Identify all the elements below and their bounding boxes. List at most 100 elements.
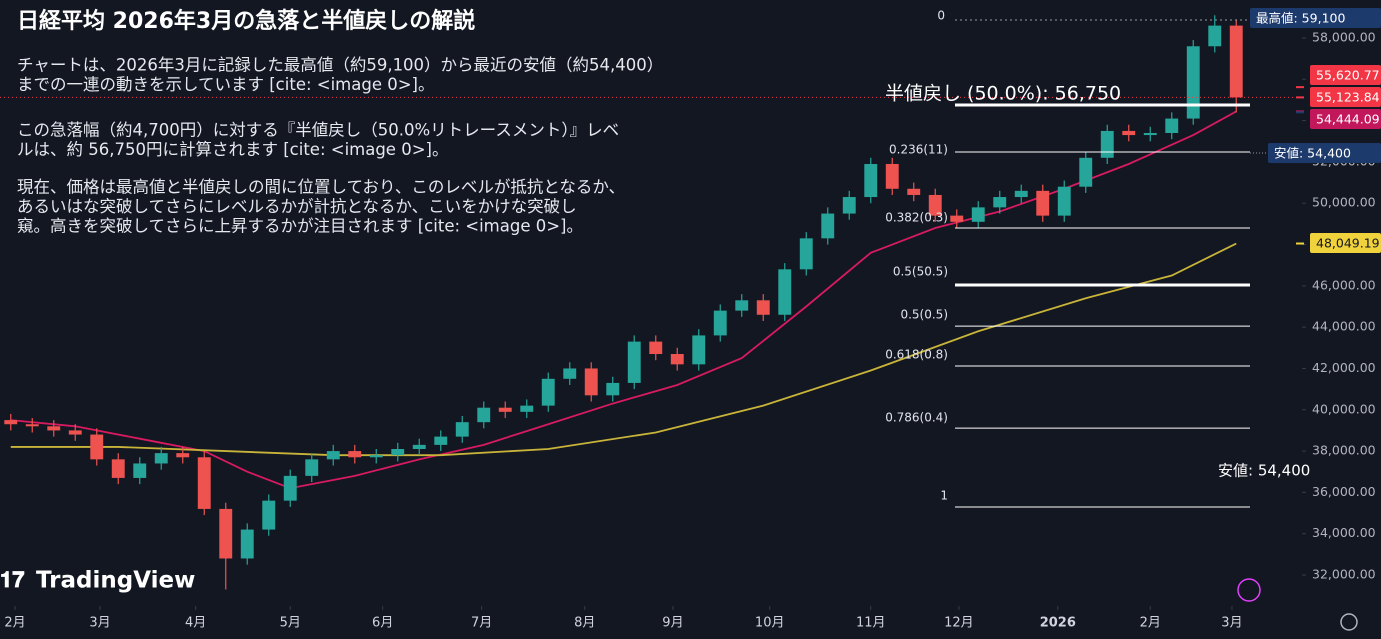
candle-body [369, 455, 383, 458]
candle-body [563, 368, 577, 379]
candle-body [864, 163, 878, 198]
candle-body [1036, 190, 1050, 216]
y-tick-label: 44,000.00 [1312, 319, 1376, 334]
price-label-box [1310, 109, 1381, 129]
paragraph-line: ルは、約 56,750円に計算されます [cite: <image 0>]。 [17, 140, 448, 159]
price-label: 安値: 54,400 [1274, 146, 1351, 161]
moving-average [10, 242, 1237, 457]
price-label-box [1250, 8, 1381, 28]
paragraph-line: この急落幅（約4,700円）に対する『半値戻し（50.0%リトレースメント）』レ… [17, 121, 619, 140]
price-label-box [1310, 65, 1381, 85]
candle-body [1122, 130, 1136, 136]
x-tick-label: 4月 [185, 616, 206, 631]
candle-body [799, 238, 813, 270]
price-label-box [1268, 143, 1381, 163]
candle-body [649, 341, 663, 355]
candle-body [1229, 25, 1243, 98]
x-tick-label: 11月 [856, 616, 886, 631]
candle-body [4, 420, 18, 425]
candle-body [47, 426, 61, 431]
x-tick-label: 3月 [1221, 616, 1242, 631]
candle-body [262, 500, 276, 530]
price-label-box [1310, 233, 1381, 253]
candle-body [1143, 133, 1157, 136]
candle-body [197, 457, 211, 509]
fib-label: 0.618(0.8) [885, 347, 948, 361]
candle-body [68, 430, 82, 435]
plot-area [0, 15, 1304, 590]
low-annotation: 安値: 54,400 [1218, 462, 1310, 480]
candle-body [1100, 130, 1114, 158]
y-tick-label: 36,000.00 [1312, 484, 1376, 499]
candle-body [993, 197, 1007, 208]
candle-body [885, 163, 899, 189]
candle-body [477, 407, 491, 423]
y-tick-label: 50,000.00 [1312, 195, 1376, 210]
y-tick-label: 58,000.00 [1312, 30, 1376, 45]
x-tick-label: 6月 [372, 616, 393, 631]
paragraph-line: 窺。高きを突破してさらに上昇するかが注目されます [cite: <image 0… [17, 217, 583, 236]
y-tick-label: 38,000.00 [1312, 443, 1376, 458]
alert-icon[interactable] [1237, 578, 1261, 602]
candle-body [842, 197, 856, 214]
chart-title: 日経平均 2026年3月の急落と半値戻しの解説 [17, 8, 475, 34]
x-tick-label: 2月 [4, 616, 25, 631]
y-tick-label: 46,000.00 [1312, 277, 1376, 292]
candle-body [778, 269, 792, 315]
candle-body [584, 368, 598, 396]
fib-label: 0.5(50.5) [893, 265, 948, 279]
brand-mark: 𝟏𝟕 [0, 568, 25, 593]
candle-body [1208, 25, 1222, 47]
price-label: 55,620.77 [1316, 68, 1380, 83]
candle-body [541, 378, 555, 406]
candle-body [692, 335, 706, 365]
candle-body [907, 188, 921, 195]
candle-body [434, 436, 448, 445]
candle-body [176, 453, 190, 458]
candle-body [756, 300, 770, 315]
paragraph-line: 現在、価格は最高値と半値戻しの間に位置しており、このレベルが抵抗となるか、 [17, 178, 625, 197]
y-tick-label: 34,000.00 [1312, 525, 1376, 540]
candle-body [821, 213, 835, 239]
y-tick-label: 40,000.00 [1312, 401, 1376, 416]
candle-body [735, 300, 749, 311]
candle-body [670, 354, 684, 365]
price-label: 54,444.09 [1316, 112, 1380, 127]
price-label: 55,123.84 [1316, 90, 1380, 105]
fib-label: 0.236(11) [889, 143, 948, 157]
fib-label: 0.5(0.5) [900, 308, 948, 322]
candle-body [627, 341, 641, 383]
x-tick-label: 12月 [944, 616, 974, 631]
candle-body [240, 529, 254, 559]
candle-body [283, 475, 297, 501]
x-tick-label: 5月 [280, 616, 301, 631]
candle-body [1014, 190, 1028, 198]
fib-label: 0.786(0.4) [885, 411, 948, 425]
x-axis-band [0, 606, 1381, 639]
paragraph-line: チャートは、2026年3月に記録した最高値（約59,100）から最近の安値（約5… [17, 56, 663, 75]
settings-icon[interactable] [1340, 613, 1358, 631]
x-tick-label: 7月 [471, 616, 492, 631]
x-tick-label: 8月 [574, 616, 595, 631]
y-tick-label: 32,000.00 [1312, 567, 1376, 582]
candle-body [154, 453, 168, 464]
candle-body [219, 508, 233, 559]
candle-body [391, 449, 405, 456]
candle-body [305, 459, 319, 476]
x-tick-label: 2026 [1040, 616, 1076, 631]
candle-body [326, 451, 340, 460]
description: チャートは、2026年3月に記録した最高値（約59,100）から最近の安値（約5… [17, 56, 663, 236]
brand-logo: TradingView [36, 568, 195, 594]
candle-body [1186, 46, 1200, 119]
candle-body [498, 407, 512, 412]
x-tick-label: 9月 [662, 616, 683, 631]
candle-body [520, 405, 534, 412]
price-label: 48,049.19 [1316, 236, 1380, 251]
fib-label: 0.382(0.3) [885, 211, 948, 225]
candle-body [950, 215, 964, 222]
y-tick-label: 42,000.00 [1312, 360, 1376, 375]
candle-body [25, 424, 39, 427]
candle-body [928, 194, 942, 216]
